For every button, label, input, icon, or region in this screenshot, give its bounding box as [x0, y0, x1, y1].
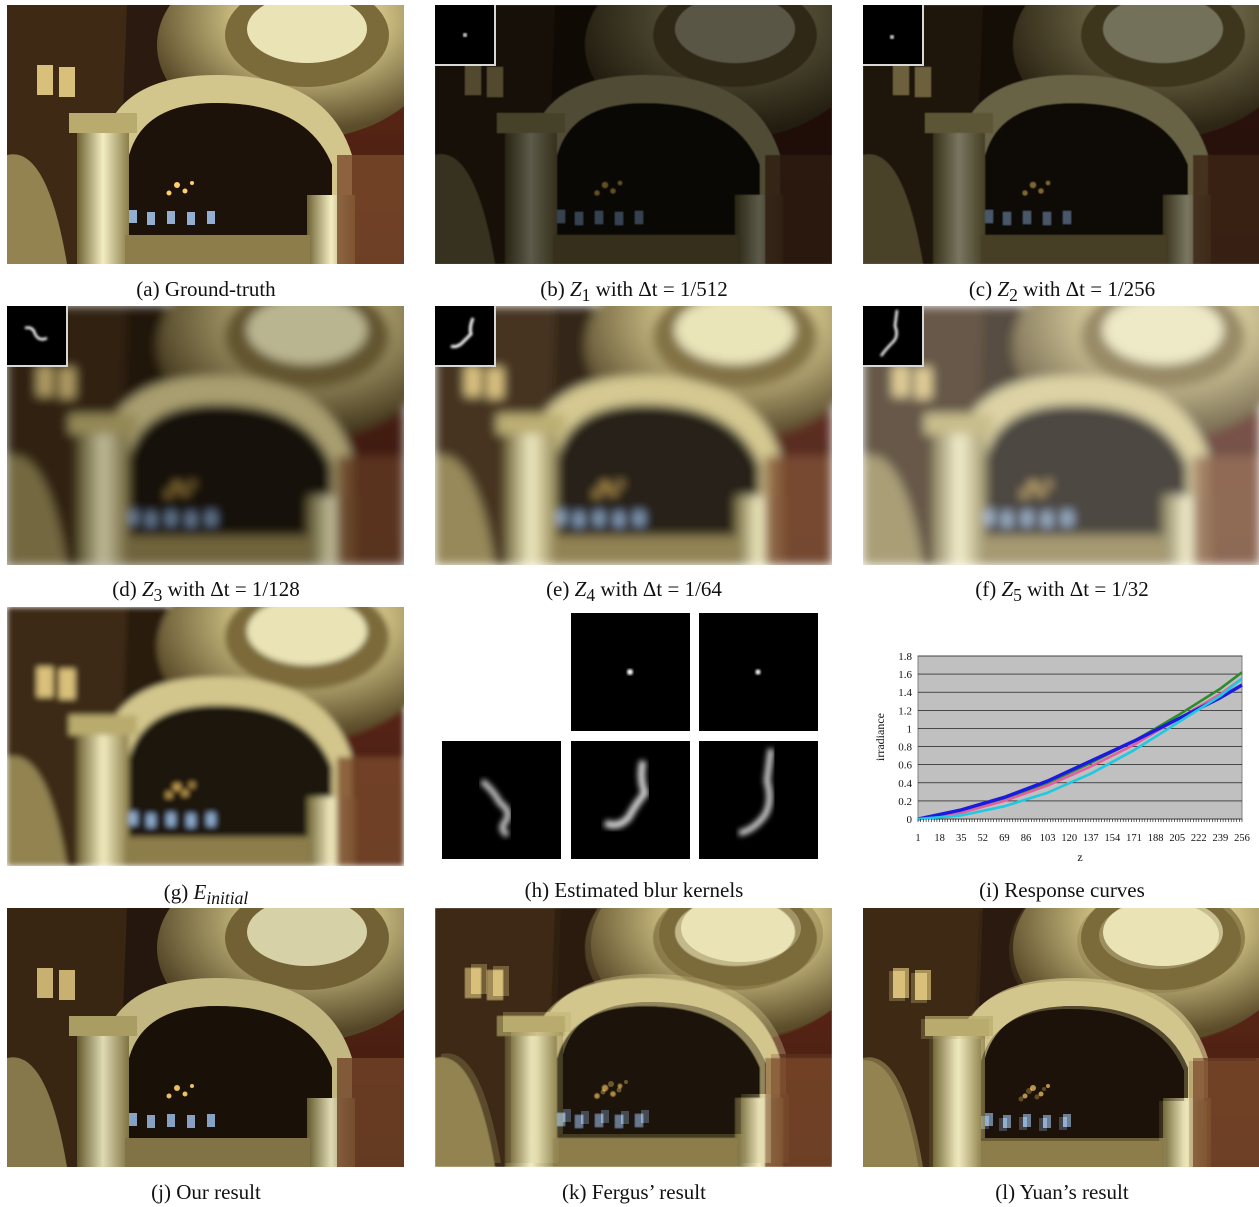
chart-y-tick-label: 0.8	[898, 742, 912, 754]
chart-series-line	[917, 677, 1243, 821]
chart-x-tick-label: 18	[934, 833, 945, 844]
kernel-inset-d	[7, 306, 68, 367]
caption-k: (k) Fergus’ result	[562, 1180, 706, 1204]
chart-x-tick-label: 239	[1213, 833, 1229, 844]
panel-l-image	[863, 908, 1259, 1167]
panel-j-image	[7, 908, 404, 1167]
caption-a: (a) Ground-truth	[136, 277, 276, 301]
kernel-inset-e	[435, 306, 496, 367]
chart-x-tick-label: 205	[1169, 833, 1185, 844]
kernel-inset-b	[435, 5, 496, 66]
panel-k-image	[435, 908, 832, 1167]
kernel-bottom-right	[699, 741, 818, 859]
kernel-bottom-left	[442, 741, 561, 859]
chart-x-tick-label: 222	[1191, 833, 1207, 844]
panel-a-image	[7, 5, 404, 264]
chart-x-tick-label: 35	[956, 833, 967, 844]
chart-x-tick-label: 86	[1021, 833, 1032, 844]
chart-y-tick-label: 1.4	[898, 687, 912, 699]
caption-f: (f) Z5 with Δt = 1/32	[975, 577, 1149, 606]
caption-d: (d) Z3 with Δt = 1/128	[112, 577, 300, 606]
panel-d-image	[7, 306, 404, 565]
chart-y-tick-label: 1.2	[898, 705, 912, 717]
response-curves-chart: 0 0.2 0.4 0.6 0.8 1 1.2 1.4 1.6 1.8 1 18 35 52 69 86 10…	[862, 640, 1258, 872]
kernel-inset-c	[863, 5, 924, 66]
chart-x-tick-label: 52	[978, 833, 989, 844]
chart-svg: 0 0.2 0.4 0.6 0.8 1 1.2 1.4 1.6 1.8 1 18 35 52 69 86 10…	[873, 651, 1250, 864]
chart-y-tick-label: 0.6	[898, 760, 912, 772]
chart-x-tick-label: 103	[1040, 833, 1056, 844]
chart-y-tick-label: 0.4	[898, 778, 912, 790]
panel-b-image	[435, 5, 832, 264]
chart-y-tick-label: 1.8	[898, 651, 912, 663]
chart-x-tick-label: 1	[915, 833, 920, 844]
chart-y-tick-label: 0	[907, 814, 913, 826]
chart-x-tick-label: 137	[1083, 833, 1099, 844]
chart-x-tick-label: 120	[1061, 833, 1077, 844]
panel-g-image	[7, 607, 404, 866]
chart-y-tick-label: 1.6	[898, 669, 912, 681]
caption-b: (b) Z1 with Δt = 1/512	[540, 277, 728, 306]
kernel-top-middle	[571, 613, 690, 731]
chart-x-tick-label: 69	[999, 833, 1010, 844]
caption-h: (h) Estimated blur kernels	[524, 878, 744, 902]
chart-x-tick-label: 256	[1234, 833, 1250, 844]
chart-x-axis-label: z	[1077, 850, 1082, 864]
panel-e-image	[435, 306, 832, 565]
chart-y-tick-label: 1	[907, 723, 913, 735]
kernel-bottom-middle	[571, 741, 690, 859]
chart-x-tick-label: 171	[1126, 833, 1142, 844]
caption-i: (i) Response curves	[979, 878, 1145, 902]
caption-j: (j) Our result	[151, 1180, 261, 1204]
caption-l: (l) Yuan’s result	[995, 1180, 1129, 1204]
chart-plot-area	[917, 655, 1243, 820]
panel-f-image	[863, 306, 1259, 565]
caption-c: (c) Z2 with Δt = 1/256	[968, 277, 1156, 306]
kernel-inset-f	[863, 306, 924, 367]
chart-x-tick-label: 188	[1148, 833, 1164, 844]
panel-c-image	[863, 5, 1259, 264]
caption-g: (g) Einitial	[163, 880, 249, 909]
chart-x-tick-label: 154	[1105, 833, 1122, 844]
chart-y-tick-label: 0.2	[898, 796, 912, 808]
kernel-top-right	[699, 613, 818, 731]
caption-e: (e) Z4 with Δt = 1/64	[546, 577, 722, 606]
chart-y-axis-label: irradiance	[873, 713, 887, 761]
chart-series-line	[917, 677, 1243, 821]
